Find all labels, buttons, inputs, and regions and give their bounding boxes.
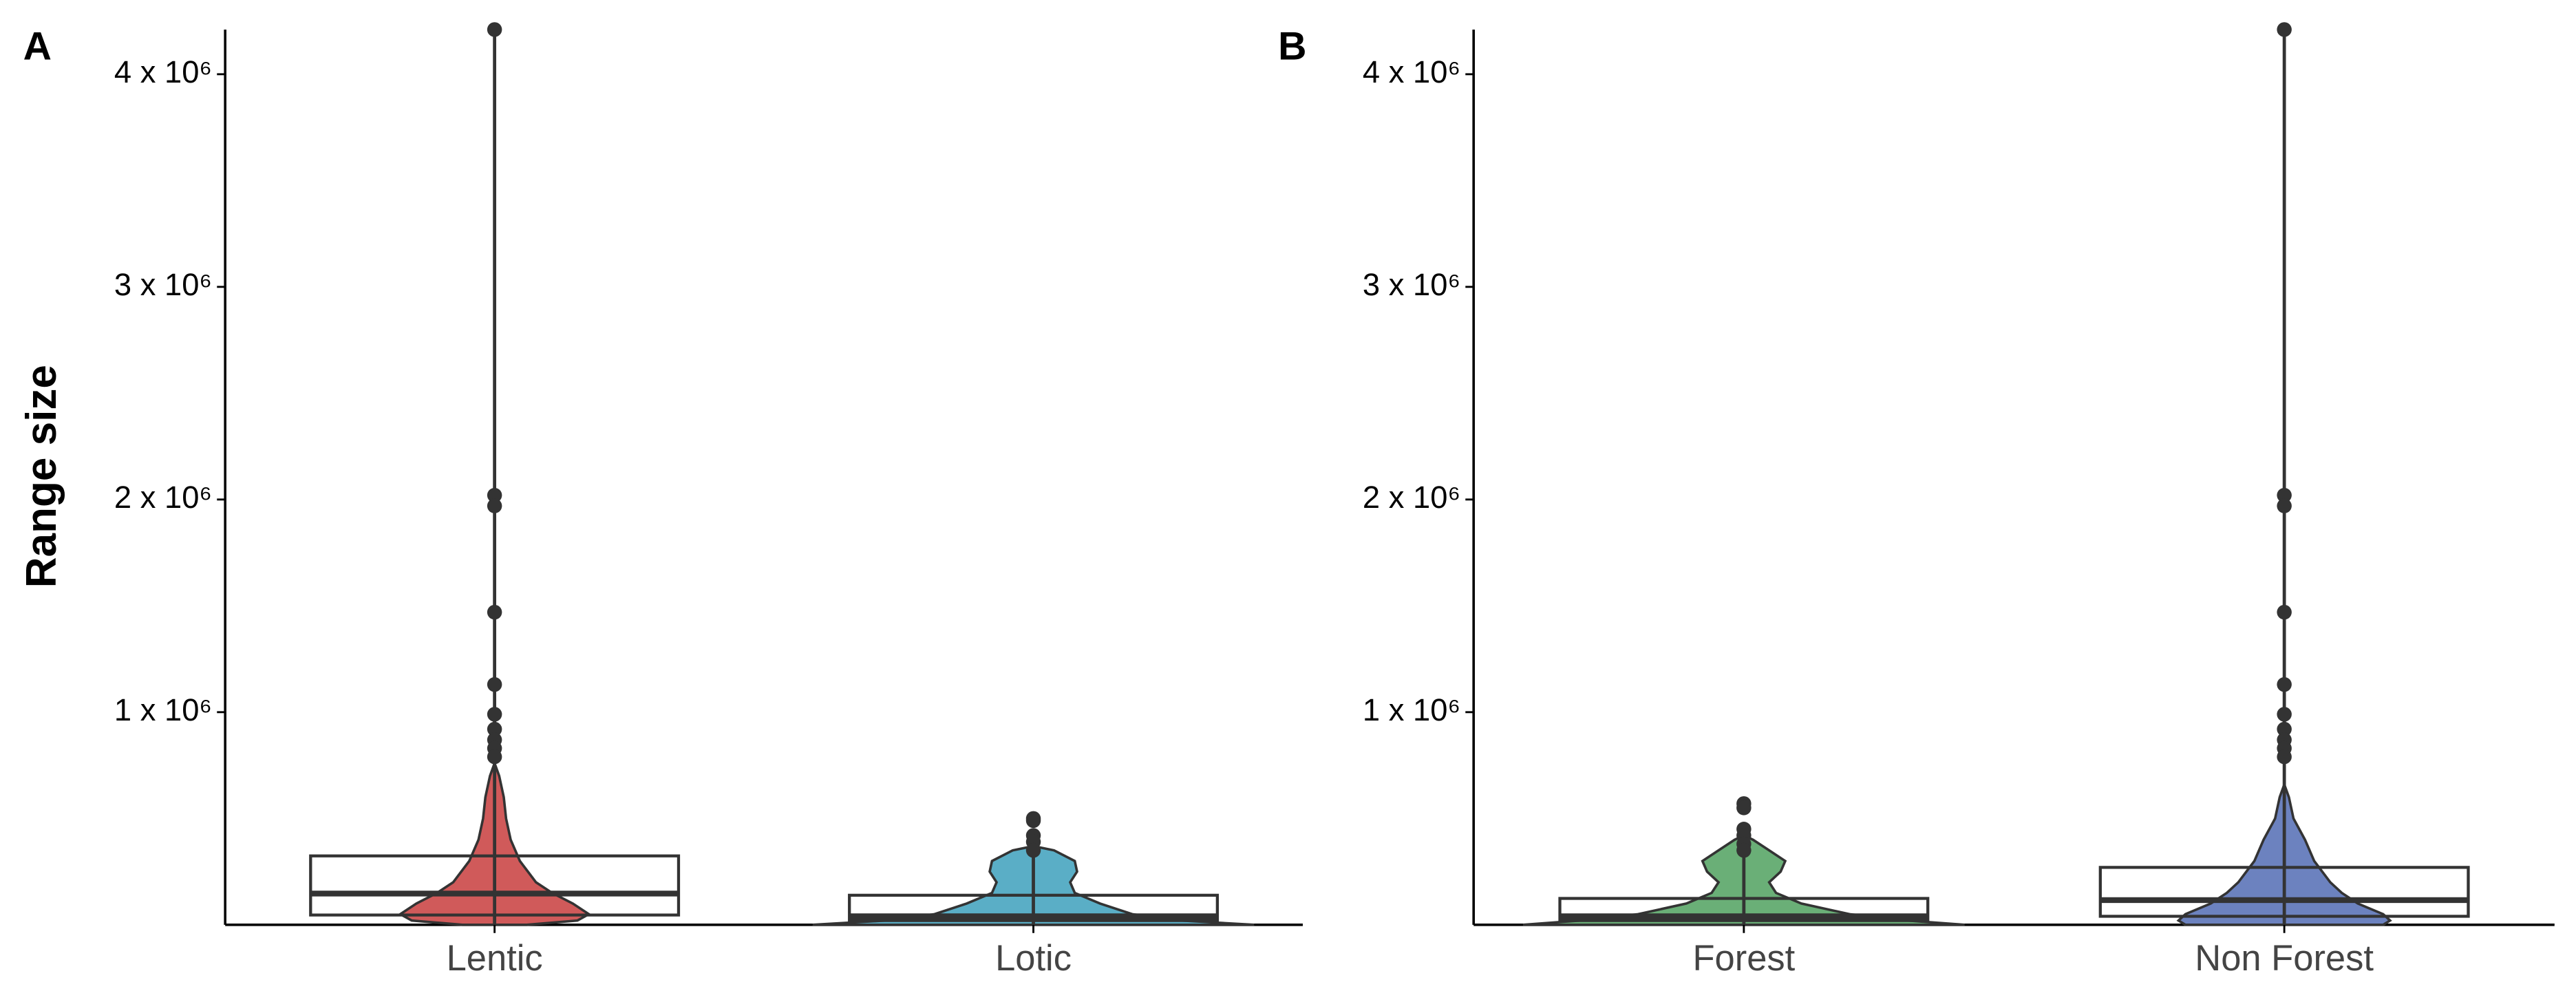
outlier bbox=[487, 487, 502, 503]
outlier bbox=[1736, 842, 1752, 858]
outlier bbox=[487, 721, 502, 737]
y-tick-label: 1 x 10⁶ bbox=[114, 692, 212, 727]
y-axis-label: Range size bbox=[18, 365, 65, 588]
panel-label: B bbox=[1278, 25, 1306, 69]
box bbox=[848, 893, 1220, 922]
outlier bbox=[1025, 842, 1041, 858]
x-tick-label: Non Forest bbox=[2195, 938, 2374, 979]
x-tick-label: Lentic bbox=[447, 938, 543, 979]
outlier bbox=[2277, 707, 2292, 722]
outlier bbox=[2277, 22, 2292, 37]
outlier bbox=[487, 498, 502, 513]
outlier bbox=[487, 22, 502, 37]
y-tick-label: 2 x 10⁶ bbox=[114, 480, 212, 515]
y-tick-label: 3 x 10⁶ bbox=[1363, 267, 1460, 302]
outlier bbox=[1736, 800, 1752, 816]
outlier bbox=[487, 676, 502, 692]
box bbox=[309, 854, 681, 917]
outlier bbox=[2277, 749, 2292, 765]
box bbox=[2098, 866, 2470, 918]
box bbox=[1558, 897, 1930, 922]
outlier bbox=[2277, 721, 2292, 737]
y-tick-label: 4 x 10⁶ bbox=[1363, 54, 1460, 89]
y-tick-label: 1 x 10⁶ bbox=[1363, 692, 1460, 727]
outlier bbox=[487, 707, 502, 722]
outlier bbox=[2277, 676, 2292, 692]
outlier bbox=[2277, 604, 2292, 620]
outlier bbox=[487, 749, 502, 765]
x-tick-label: Lotic bbox=[995, 938, 1072, 979]
y-tick-label: 4 x 10⁶ bbox=[114, 54, 212, 89]
outlier bbox=[2277, 498, 2292, 513]
outlier bbox=[2277, 487, 2292, 503]
x-tick-label: Forest bbox=[1692, 938, 1795, 979]
outlier bbox=[1025, 813, 1041, 829]
y-tick-label: 3 x 10⁶ bbox=[114, 267, 212, 302]
panel-label: A bbox=[23, 25, 52, 69]
y-tick-label: 2 x 10⁶ bbox=[1363, 480, 1460, 515]
outlier bbox=[487, 604, 502, 620]
